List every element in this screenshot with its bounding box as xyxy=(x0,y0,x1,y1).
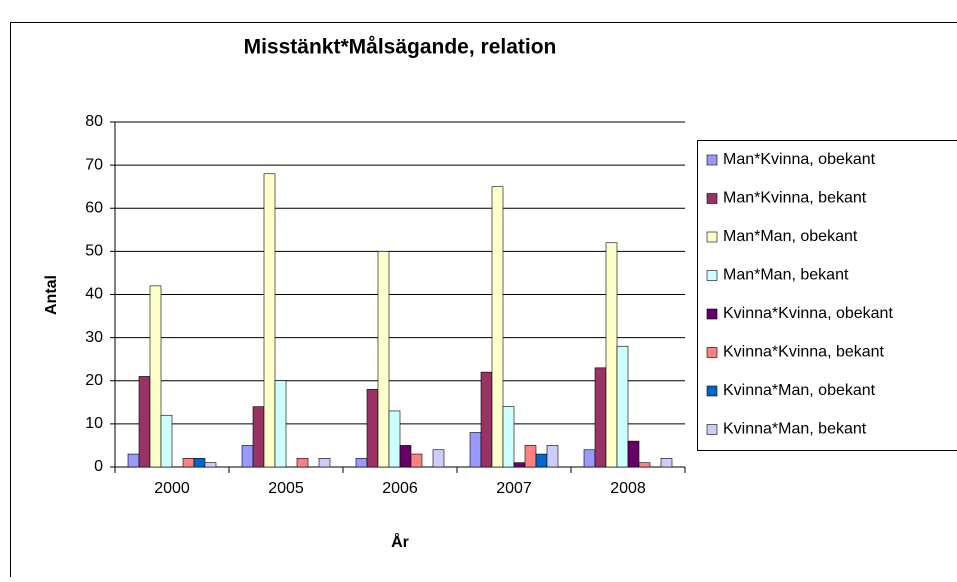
legend-swatch xyxy=(707,194,717,204)
bar xyxy=(242,445,253,467)
legend-label: Kvinna*Kvinna, bekant xyxy=(723,344,885,361)
legend-swatch xyxy=(707,232,717,242)
bar xyxy=(150,286,161,467)
x-tick-label: 2008 xyxy=(610,480,646,497)
bar xyxy=(470,433,481,468)
y-axis-label: Antal xyxy=(43,275,60,315)
bar xyxy=(319,458,330,467)
y-tick-label: 20 xyxy=(85,372,103,389)
legend-label: Kvinna*Kvinna, obekant xyxy=(723,305,893,322)
bar xyxy=(367,389,378,467)
x-axis-label: År xyxy=(391,532,409,551)
x-tick-label: 2005 xyxy=(268,480,304,497)
bar xyxy=(400,445,411,467)
legend-label: Man*Man, bekant xyxy=(723,267,849,284)
y-tick-label: 60 xyxy=(85,199,103,216)
bar xyxy=(139,376,150,467)
legend-swatch xyxy=(707,309,717,319)
bar xyxy=(264,174,275,467)
bar xyxy=(617,346,628,467)
bar xyxy=(606,243,617,467)
bar xyxy=(253,407,264,467)
bar xyxy=(547,445,558,467)
y-tick-label: 30 xyxy=(85,329,103,346)
bar xyxy=(356,458,367,467)
legend-swatch xyxy=(707,386,717,396)
legend-label: Man*Kvinna, bekant xyxy=(723,190,867,207)
bar xyxy=(492,187,503,467)
legend-swatch xyxy=(707,155,717,165)
bar xyxy=(584,450,595,467)
legend-swatch xyxy=(707,271,717,281)
y-tick-label: 40 xyxy=(85,286,103,303)
bar xyxy=(628,441,639,467)
bar xyxy=(128,454,139,467)
bar xyxy=(297,458,308,467)
legend-label: Kvinna*Man, bekant xyxy=(723,421,867,438)
bar xyxy=(205,463,216,467)
y-tick-label: 50 xyxy=(85,243,103,260)
bar xyxy=(433,450,444,467)
bar xyxy=(481,372,492,467)
bar xyxy=(389,411,400,467)
bar xyxy=(639,463,650,467)
y-tick-label: 80 xyxy=(85,113,103,130)
bar xyxy=(595,368,606,467)
y-tick-label: 10 xyxy=(85,415,103,432)
bar xyxy=(536,454,547,467)
x-tick-label: 2007 xyxy=(496,480,532,497)
bar xyxy=(161,415,172,467)
legend-label: Man*Kvinna, obekant xyxy=(723,151,876,168)
y-tick-label: 70 xyxy=(85,156,103,173)
legend-swatch xyxy=(707,348,717,358)
bar xyxy=(411,454,422,467)
legend-label: Kvinna*Man, obekant xyxy=(723,382,876,399)
legend-label: Man*Man, obekant xyxy=(723,228,858,245)
bar xyxy=(183,458,194,467)
bar xyxy=(661,458,672,467)
bar xyxy=(514,463,525,467)
bar xyxy=(378,251,389,467)
bar xyxy=(525,445,536,467)
legend-swatch xyxy=(707,425,717,435)
y-tick-label: 0 xyxy=(94,458,103,475)
bar xyxy=(194,458,205,467)
bar xyxy=(503,407,514,467)
bar xyxy=(275,381,286,467)
legend-box xyxy=(698,141,957,451)
chart-title: Misstänkt*Målsägande, relation xyxy=(244,36,557,59)
x-tick-label: 2000 xyxy=(154,480,190,497)
x-tick-label: 2006 xyxy=(382,480,418,497)
